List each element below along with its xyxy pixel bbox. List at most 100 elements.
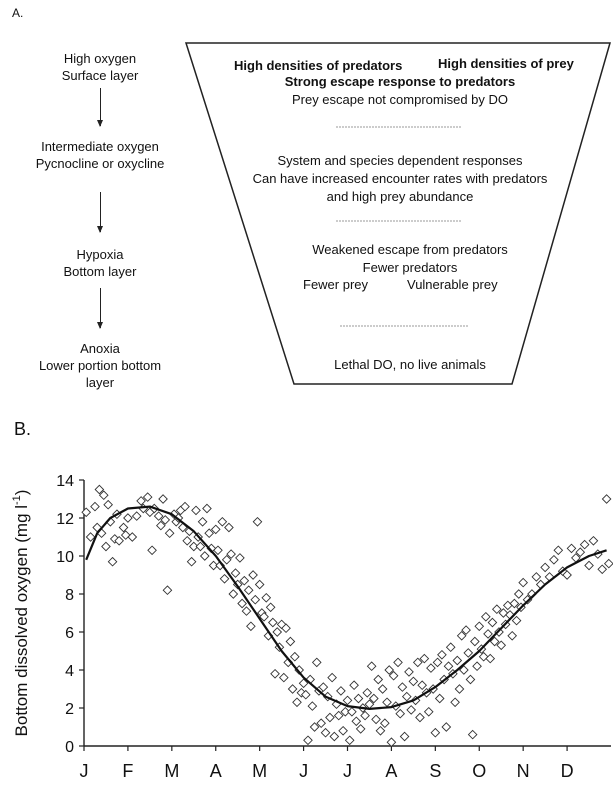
data-point-diamond (423, 706, 434, 717)
data-point-diamond (318, 682, 329, 692)
data-point-diamond (417, 680, 427, 691)
data-point-diamond (375, 725, 386, 736)
data-point-diamond (127, 532, 138, 542)
data-point-diamond (461, 625, 471, 635)
y-tick-label: 2 (65, 701, 74, 718)
stage-hypoxia: Hypoxia Bottom layer (20, 246, 180, 280)
month-tick-label: F (122, 761, 133, 781)
data-point-diamond (298, 678, 309, 689)
data-point-diamond (204, 528, 214, 539)
data-point-diamond (454, 684, 465, 694)
stage-line: Anoxia (80, 341, 120, 356)
y-axis-title-main: Bottom dissolved oxygen (mg l (12, 505, 31, 737)
data-point-diamond (147, 545, 157, 556)
y-tick-label: 6 (65, 625, 74, 642)
data-point-diamond (377, 684, 388, 694)
data-point-diamond (601, 494, 612, 504)
funnel-top-left: High densities of predators (234, 58, 403, 73)
data-point-diamond (382, 697, 392, 708)
data-point-diamond (349, 680, 359, 691)
data-point-diamond (118, 522, 129, 533)
data-point-diamond (430, 727, 441, 738)
data-point-diamond (320, 727, 331, 738)
data-point-diamond (450, 697, 460, 708)
data-point-diamond (513, 589, 524, 599)
data-point-diamond (114, 535, 124, 546)
data-point-diamond (182, 535, 193, 546)
down-arrow-icon (97, 288, 103, 329)
data-point-diamond (388, 670, 399, 681)
data-point-diamond (441, 722, 452, 732)
data-point-diamond (338, 725, 348, 736)
data-point-diamond (487, 617, 498, 628)
data-point-diamond (336, 686, 346, 696)
month-tick-label: J (299, 761, 308, 781)
data-point-diamond (445, 642, 456, 653)
data-point-diamond (311, 657, 322, 668)
data-point-diamond (467, 729, 478, 740)
data-point-diamond (562, 570, 572, 580)
data-point-diamond (456, 630, 467, 641)
y-axis-title-sup: -1 (11, 495, 23, 505)
data-point-diamond (186, 556, 197, 567)
data-point-diamond (355, 724, 366, 734)
data-point-diamond (303, 735, 313, 746)
data-point-diamond (270, 668, 280, 679)
data-point-diamond (470, 636, 480, 647)
data-point-diamond (307, 701, 318, 711)
data-point-diamond (588, 535, 599, 546)
data-point-diamond (224, 522, 234, 533)
data-point-diamond (197, 516, 208, 527)
month-tick-label: O (472, 761, 486, 781)
down-arrow-icon (97, 88, 103, 127)
y-axis-title: Bottom dissolved oxygen (mg l-1) (11, 490, 31, 737)
data-point-diamond (81, 507, 92, 518)
funnel-outline (184, 42, 611, 385)
data-point-diamond (597, 564, 608, 575)
funnel-line: Strong escape response to predators (284, 74, 516, 89)
funnel-line: Prey escape not compromised by DO (291, 92, 509, 107)
data-point-diamond (369, 693, 379, 704)
stage-line: High oxygen (63, 51, 137, 66)
data-point-diamond (94, 484, 105, 495)
data-point-diamond (285, 636, 296, 647)
funnel-diagram (184, 42, 611, 385)
y-tick-label: 12 (56, 511, 74, 528)
month-tick-label: J (80, 761, 89, 781)
data-point-diamond (584, 560, 594, 571)
data-point-diamond (101, 541, 111, 552)
data-point-diamond (195, 541, 206, 552)
data-point-diamond (292, 697, 302, 708)
month-tick-label: N (517, 761, 530, 781)
data-point-diamond (188, 541, 199, 552)
stage-pycnocline: Intermediate oxygen Pycnocline or oxycli… (20, 138, 180, 172)
data-point-diamond (531, 572, 542, 582)
data-point-diamond (379, 718, 390, 729)
funnel-line: Fewer predators (362, 260, 458, 275)
data-point-diamond (437, 649, 447, 660)
data-point-diamond (254, 579, 265, 590)
panel-b-label: B. (14, 419, 32, 439)
funnel-line: Weakened escape from predators (312, 242, 508, 257)
data-point-diamond (136, 496, 146, 506)
data-point-diamond (316, 718, 326, 729)
stage-line: Hypoxia (76, 247, 124, 262)
y-tick-label: 8 (65, 587, 74, 604)
data-point-diamond (327, 672, 337, 683)
data-point-diamond (246, 621, 256, 632)
data-point-diamond (575, 547, 586, 558)
funnel-low-block: Weakened escape from predators Fewer pre… (200, 241, 613, 277)
data-point-diamond (412, 657, 423, 668)
stage-line: Lower portion bottom (38, 358, 162, 373)
data-point-diamond (397, 682, 408, 692)
data-point-diamond (373, 674, 384, 685)
data-point-diamond (325, 712, 335, 723)
data-point-diamond (507, 630, 518, 641)
y-tick-label: 4 (65, 663, 74, 680)
data-point-diamond (158, 494, 168, 504)
data-point-diamond (153, 511, 164, 521)
data-point-diamond (443, 661, 454, 672)
data-point-diamond (415, 712, 425, 723)
data-point-diamond (344, 735, 355, 746)
month-tick-label: S (429, 761, 441, 781)
